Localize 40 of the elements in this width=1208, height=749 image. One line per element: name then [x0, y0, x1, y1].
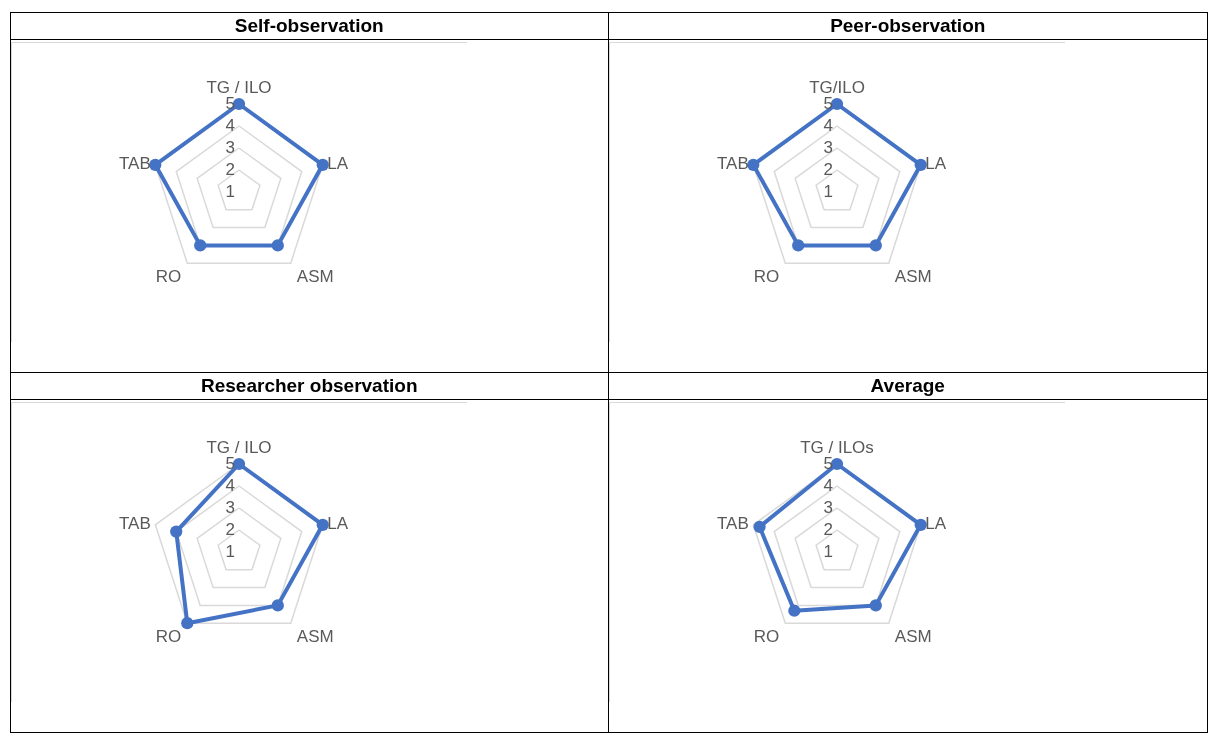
chart-title: Peer-observation — [608, 12, 1208, 40]
spoke-label: LA — [924, 153, 947, 173]
y-tick-label: 1 — [823, 542, 833, 561]
y-tick-label: 4 — [225, 476, 235, 495]
spoke-label: LA — [327, 153, 349, 173]
y-tick-label: 2 — [225, 520, 235, 539]
chart-title: Self-observation — [10, 12, 608, 40]
y-tick-label: 4 — [823, 116, 833, 135]
spoke-label: RO — [753, 626, 779, 646]
spoke-label: ASM — [894, 626, 932, 646]
y-tick-label: 3 — [225, 138, 235, 157]
spoke-label: TG / ILO — [206, 438, 272, 458]
y-tick-label: 4 — [225, 116, 235, 135]
y-tick-label: 3 — [823, 498, 833, 517]
spoke-label: TG/ILO — [808, 78, 865, 98]
y-tick-label: 4 — [823, 476, 833, 495]
spoke-label: RO — [155, 626, 182, 646]
spoke-label: TAB — [716, 513, 749, 533]
chart-title: Researcher observation — [10, 372, 608, 400]
y-tick-label: 3 — [823, 138, 833, 157]
spoke-label: ASM — [894, 266, 932, 286]
spoke-label: RO — [753, 266, 779, 286]
spoke-label: ASM — [296, 626, 334, 646]
y-tick-label: 3 — [225, 498, 235, 517]
spoke-label: LA — [327, 513, 349, 533]
y-tick-label: 2 — [823, 160, 833, 179]
spoke-label: LA — [924, 513, 947, 533]
y-tick-label: 1 — [823, 182, 833, 201]
y-tick-label: 2 — [823, 520, 833, 539]
y-tick-label: 2 — [225, 160, 235, 179]
spoke-label: ASM — [296, 266, 334, 286]
spoke-label: TAB — [118, 153, 151, 173]
spoke-label: TG / ILOs — [799, 438, 874, 458]
spoke-label: TG / ILO — [206, 78, 272, 98]
spoke-label: RO — [155, 266, 182, 286]
spoke-label: TAB — [716, 153, 749, 173]
y-tick-label: 1 — [225, 182, 235, 201]
chart-title: Average — [608, 372, 1208, 400]
spoke-label: TAB — [118, 513, 151, 533]
y-tick-label: 1 — [225, 542, 235, 561]
